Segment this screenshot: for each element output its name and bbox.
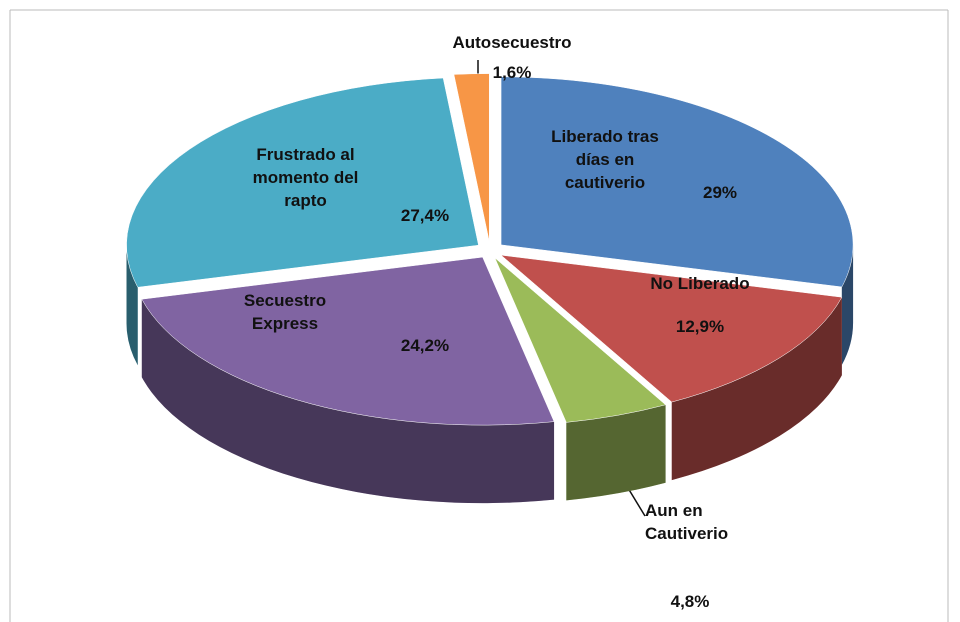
slice-side [126, 245, 138, 366]
slice-side-shade [126, 245, 138, 366]
value-label: 1,6% [492, 63, 532, 82]
slice-side [566, 404, 666, 501]
category-label: Autosecuestro [452, 33, 572, 52]
slice [126, 77, 479, 288]
value-label: 24,2% [400, 336, 450, 355]
slice [500, 76, 854, 288]
slice-side [141, 299, 555, 504]
slice [494, 257, 667, 423]
slice [141, 256, 555, 426]
value-label: 29% [702, 183, 738, 202]
slice [500, 254, 843, 403]
category-label: No Liberado [650, 274, 750, 293]
leader-line [627, 487, 646, 517]
slice [453, 73, 490, 242]
value-label: 4,8% [670, 592, 710, 611]
pie-tops [126, 73, 854, 426]
category-label: Secuestro Express [243, 291, 327, 333]
value-label: 12,9% [675, 317, 725, 336]
slice-side [671, 297, 842, 481]
slice-side-shade [841, 244, 854, 365]
slice-side-shade [671, 297, 842, 481]
category-label: Aun en Cautiverio [645, 501, 729, 543]
slice-side-shade [566, 404, 666, 501]
slice-side-shade [141, 299, 555, 504]
category-label: Frustrado al momento del rapto [252, 145, 359, 210]
slice-side [841, 244, 854, 365]
value-label: 27,4% [400, 206, 450, 225]
pie-sides [126, 244, 854, 504]
category-label: Liberado tras días en cautiverio [551, 127, 659, 192]
